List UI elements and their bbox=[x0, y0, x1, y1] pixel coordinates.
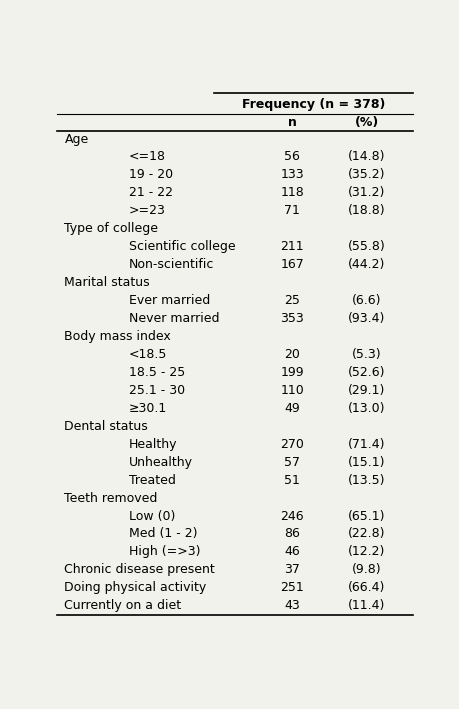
Text: 86: 86 bbox=[284, 527, 300, 540]
Text: (29.1): (29.1) bbox=[348, 384, 386, 397]
Text: (44.2): (44.2) bbox=[348, 258, 386, 272]
Text: Med (1 - 2): Med (1 - 2) bbox=[129, 527, 197, 540]
Text: (71.4): (71.4) bbox=[348, 437, 386, 451]
Text: 37: 37 bbox=[284, 564, 300, 576]
Text: (9.8): (9.8) bbox=[352, 564, 382, 576]
Text: Never married: Never married bbox=[129, 312, 219, 325]
Text: 20: 20 bbox=[284, 348, 300, 361]
Text: (22.8): (22.8) bbox=[348, 527, 386, 540]
Text: 49: 49 bbox=[284, 402, 300, 415]
Text: 167: 167 bbox=[280, 258, 304, 272]
Text: (13.0): (13.0) bbox=[348, 402, 386, 415]
Text: 211: 211 bbox=[280, 240, 304, 253]
Text: Currently on a diet: Currently on a diet bbox=[65, 599, 182, 613]
Text: (12.2): (12.2) bbox=[348, 545, 386, 559]
Text: (65.1): (65.1) bbox=[348, 510, 386, 523]
Text: Treated: Treated bbox=[129, 474, 175, 486]
Text: 25: 25 bbox=[284, 294, 300, 307]
Text: Chronic disease present: Chronic disease present bbox=[65, 564, 215, 576]
Text: 353: 353 bbox=[280, 312, 304, 325]
Text: (18.8): (18.8) bbox=[348, 204, 386, 218]
Text: Body mass index: Body mass index bbox=[65, 330, 171, 343]
Text: 56: 56 bbox=[284, 150, 300, 164]
Text: 43: 43 bbox=[284, 599, 300, 613]
Text: (55.8): (55.8) bbox=[348, 240, 386, 253]
Text: Doing physical activity: Doing physical activity bbox=[65, 581, 207, 594]
Text: 46: 46 bbox=[284, 545, 300, 559]
Text: Non-scientific: Non-scientific bbox=[129, 258, 214, 272]
Text: 21 - 22: 21 - 22 bbox=[129, 186, 173, 199]
Text: 25.1 - 30: 25.1 - 30 bbox=[129, 384, 185, 397]
Text: 118: 118 bbox=[280, 186, 304, 199]
Text: (35.2): (35.2) bbox=[348, 169, 386, 182]
Text: 71: 71 bbox=[284, 204, 300, 218]
Text: 110: 110 bbox=[280, 384, 304, 397]
Text: 18.5 - 25: 18.5 - 25 bbox=[129, 366, 185, 379]
Text: Teeth removed: Teeth removed bbox=[65, 491, 158, 505]
Text: 246: 246 bbox=[280, 510, 304, 523]
Text: Ever married: Ever married bbox=[129, 294, 210, 307]
Text: (11.4): (11.4) bbox=[348, 599, 386, 613]
Text: Low (0): Low (0) bbox=[129, 510, 175, 523]
Text: >=23: >=23 bbox=[129, 204, 165, 218]
Text: Dental status: Dental status bbox=[65, 420, 148, 432]
Text: (31.2): (31.2) bbox=[348, 186, 386, 199]
Text: 51: 51 bbox=[284, 474, 300, 486]
Text: (15.1): (15.1) bbox=[348, 456, 386, 469]
Text: High (=>3): High (=>3) bbox=[129, 545, 200, 559]
Text: 270: 270 bbox=[280, 437, 304, 451]
Text: (5.3): (5.3) bbox=[352, 348, 382, 361]
Text: (93.4): (93.4) bbox=[348, 312, 386, 325]
Text: 251: 251 bbox=[280, 581, 304, 594]
Text: n: n bbox=[288, 116, 297, 129]
Text: 19 - 20: 19 - 20 bbox=[129, 169, 173, 182]
Text: (14.8): (14.8) bbox=[348, 150, 386, 164]
Text: Type of college: Type of college bbox=[65, 223, 158, 235]
Text: Marital status: Marital status bbox=[65, 276, 150, 289]
Text: (%): (%) bbox=[355, 116, 379, 129]
Text: (66.4): (66.4) bbox=[348, 581, 386, 594]
Text: 133: 133 bbox=[280, 169, 304, 182]
Text: 199: 199 bbox=[280, 366, 304, 379]
Text: <=18: <=18 bbox=[129, 150, 166, 164]
Text: Scientific college: Scientific college bbox=[129, 240, 235, 253]
Text: Age: Age bbox=[65, 133, 89, 145]
Text: ≥30.1: ≥30.1 bbox=[129, 402, 167, 415]
Text: 57: 57 bbox=[284, 456, 300, 469]
Text: <18.5: <18.5 bbox=[129, 348, 167, 361]
Text: Frequency (n = 378): Frequency (n = 378) bbox=[242, 99, 385, 111]
Text: Unhealthy: Unhealthy bbox=[129, 456, 192, 469]
Text: (6.6): (6.6) bbox=[352, 294, 381, 307]
Text: (52.6): (52.6) bbox=[348, 366, 386, 379]
Text: Healthy: Healthy bbox=[129, 437, 177, 451]
Text: (13.5): (13.5) bbox=[348, 474, 386, 486]
